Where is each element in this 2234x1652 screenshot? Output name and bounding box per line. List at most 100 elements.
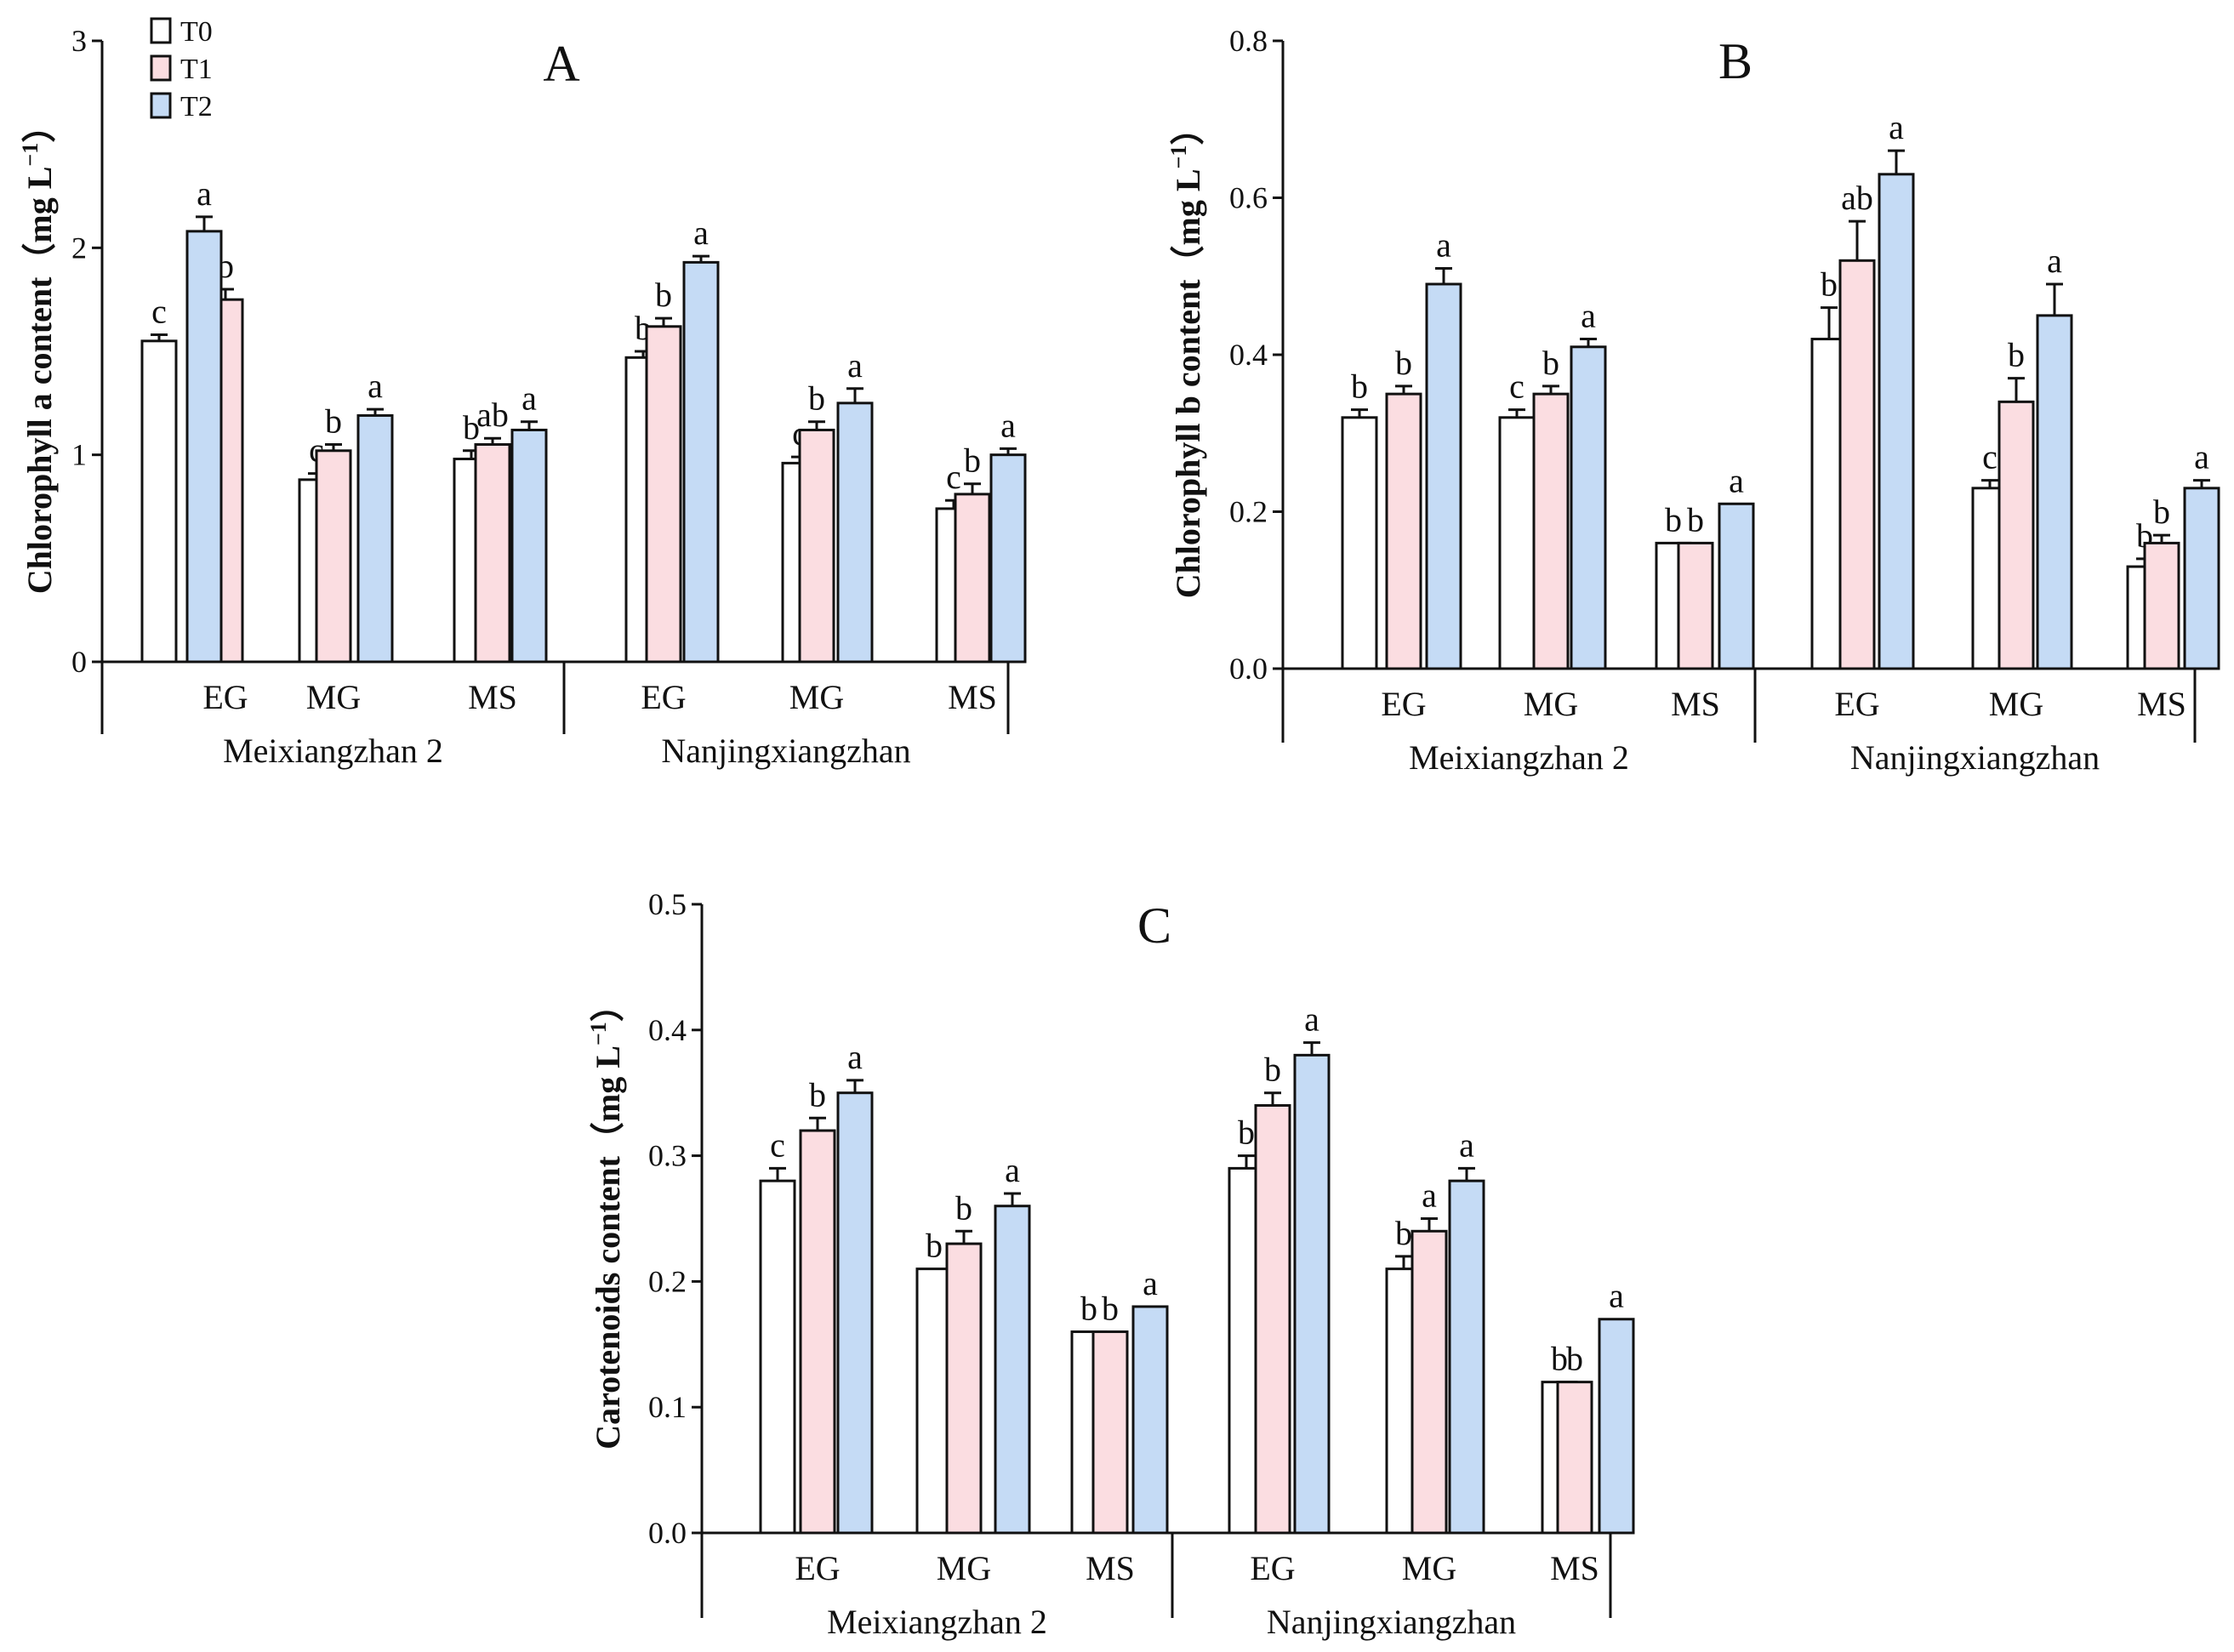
y-tick-label: 0.6 — [1229, 181, 1268, 215]
y-axis-label-superscript: −1 — [1166, 145, 1191, 169]
x-category-label: EG — [1381, 685, 1426, 723]
y-tick-label: 0.0 — [1229, 652, 1268, 686]
panel-c-title: C — [1137, 897, 1171, 954]
significance-letter: c — [1509, 367, 1524, 406]
significance-letter: b — [2153, 493, 2170, 531]
significance-letter: a — [1889, 108, 1904, 146]
y-axis-label: Chlorophyll b content（mg L−1） — [1166, 111, 1207, 599]
x-category-label: MG — [1402, 1549, 1456, 1587]
significance-letter: a — [197, 174, 212, 213]
x-category-label: EG — [1250, 1549, 1295, 1587]
x-category-label: MG — [306, 678, 361, 716]
x-category-label: EG — [1834, 685, 1879, 723]
significance-letter: b — [1351, 367, 1368, 406]
bar-t2-cat6 — [2183, 487, 2220, 670]
group-label: Meixiangzhan 2 — [1409, 738, 1629, 777]
significance-letter: b — [1821, 265, 1838, 304]
bar-t1-cat6 — [954, 493, 991, 664]
x-category-label: MS — [1086, 1549, 1135, 1587]
x-category-label: MS — [1671, 685, 1720, 723]
significance-letter: b — [2008, 336, 2025, 374]
significance-letter: a — [1581, 297, 1596, 335]
y-axis-label-text: Chlorophyll b content（mg L — [1169, 168, 1207, 598]
bar-t1-cat6 — [2143, 541, 2180, 670]
significance-letter: a — [847, 1038, 863, 1076]
significance-letter: a — [1304, 1000, 1319, 1039]
x-category-label: MS — [1550, 1549, 1599, 1587]
y-tick-label: 0.1 — [648, 1390, 687, 1424]
significance-letter: b — [655, 276, 672, 314]
significance-letter: b — [463, 408, 480, 447]
legend-label-t2: T2 — [180, 91, 213, 122]
bar-t0-cat1 — [759, 1179, 796, 1535]
significance-letter: c — [770, 1125, 785, 1164]
y-tick-label: 1 — [71, 438, 87, 472]
significance-letter: b — [926, 1227, 943, 1265]
bar-t1-cat4 — [1838, 259, 1876, 670]
bar-t1-cat1 — [1385, 392, 1422, 670]
y-tick-label: 0.5 — [648, 887, 687, 921]
y-axis-label-superscript: −1 — [18, 143, 43, 167]
significance-letter: b — [808, 379, 825, 418]
y-axis-label-end: ） — [1169, 111, 1207, 145]
group-label: Nanjingxiangzhan — [1267, 1603, 1516, 1641]
bar-t0-cat2 — [915, 1267, 953, 1535]
bar-t1-cat5 — [798, 428, 835, 664]
y-tick-label: 0.4 — [1229, 338, 1268, 372]
significance-letter: b — [1566, 1340, 1583, 1378]
y-tick-label: 2 — [71, 231, 87, 265]
bar-t1-cat3 — [1677, 541, 1714, 670]
bar-t0-cat1 — [140, 339, 178, 664]
x-category-label: MS — [2137, 685, 2186, 723]
y-tick-label: 3 — [71, 24, 87, 58]
x-category-label: MG — [1989, 685, 2043, 723]
legend: T0 T1 T2 — [150, 16, 213, 122]
x-category-label: MS — [948, 678, 997, 716]
significance-letter: a — [2047, 242, 2062, 280]
significance-letter: a — [521, 379, 537, 418]
bar-t1-cat2 — [1532, 392, 1570, 670]
group-label: Meixiangzhan 2 — [827, 1603, 1047, 1641]
bar-t2-cat3 — [1131, 1305, 1169, 1535]
significance-letter: a — [1436, 226, 1451, 265]
significance-letter: a — [1143, 1264, 1158, 1302]
y-axis-label-end: ） — [20, 109, 59, 143]
bar-t2-cat1 — [836, 1091, 874, 1535]
bar-t2-cat2 — [1570, 345, 1607, 670]
y-tick-label: 0.8 — [1229, 24, 1268, 58]
significance-letter: a — [1000, 406, 1016, 444]
group-label: Nanjingxiangzhan — [661, 732, 910, 770]
significance-letter: c — [151, 293, 167, 331]
panel-c-chart: C 0.0 0.1 0.2 0.3 0.4 0.5 Carotenoids content（m… — [586, 887, 1635, 1641]
x-category-label: EG — [795, 1549, 840, 1587]
bar-t2-cat1 — [185, 230, 223, 664]
legend-label-t1: T1 — [180, 54, 213, 85]
significance-letter: b — [955, 1188, 972, 1227]
significance-letter: b — [1687, 500, 1704, 538]
significance-letter: c — [1982, 438, 1997, 476]
bar-t2-cat4 — [1293, 1053, 1331, 1535]
y-tick-label: 0.2 — [1229, 495, 1268, 529]
bar-t2-cat5 — [836, 402, 874, 664]
bar-t2-cat6 — [989, 453, 1027, 664]
bar-t1-cat1 — [799, 1129, 836, 1535]
significance-letter: b — [1542, 344, 1559, 382]
significance-letter: ab — [1841, 179, 1873, 217]
panel-a-title: A — [543, 36, 579, 92]
bar-t2-cat5 — [1448, 1179, 1485, 1535]
significance-letter: b — [325, 402, 342, 441]
significance-letter: b — [809, 1075, 826, 1114]
bar-t0-cat1 — [1341, 416, 1378, 670]
y-axis-label-text: Carotenoids content（mg L — [589, 1045, 627, 1450]
significance-letter: ab — [476, 396, 509, 434]
bar-t1-cat5 — [1997, 400, 2035, 670]
y-tick-label: 0.2 — [648, 1264, 687, 1298]
significance-letter: b — [1264, 1051, 1281, 1089]
x-category-label: MS — [468, 678, 517, 716]
bar-t1-cat3 — [474, 443, 511, 664]
bar-t1-cat6 — [1556, 1381, 1593, 1535]
bar-t2-cat2 — [356, 413, 394, 664]
significance-letter: b — [964, 441, 981, 480]
x-category-label: EG — [202, 678, 248, 716]
